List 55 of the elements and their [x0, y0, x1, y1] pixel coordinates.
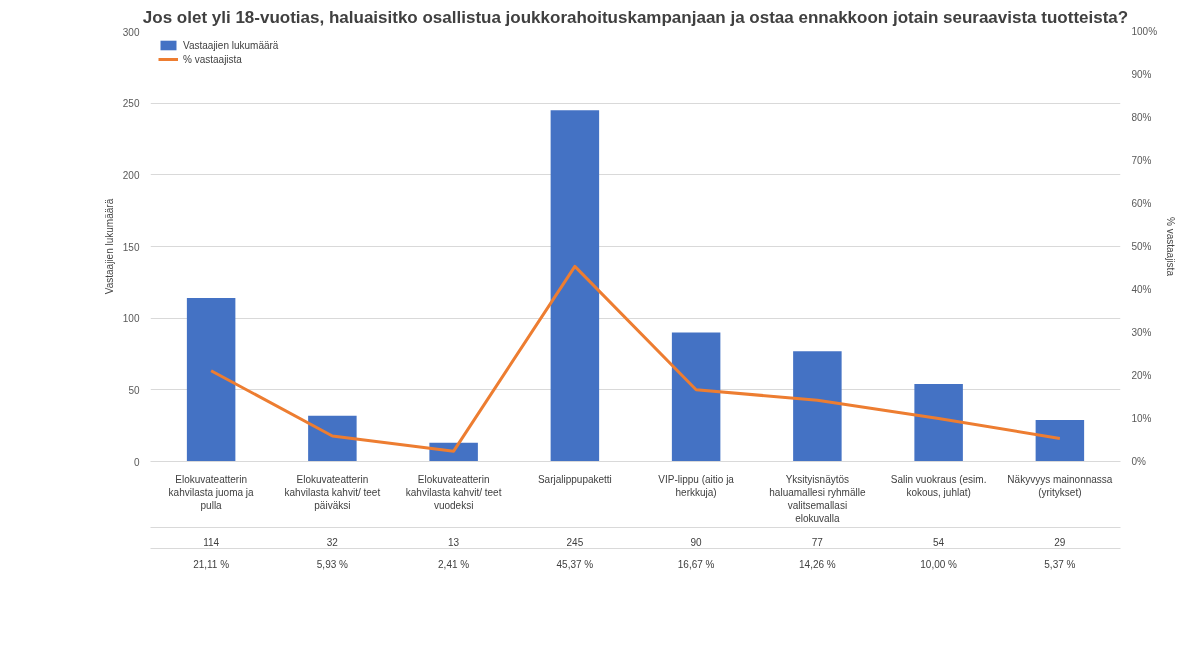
chart-title: Jos olet yli 18-vuotias, haluaisitko osallistua joukkorahoituskampanjaan ja ostaa ennakkoon jotain seuraavista tuotteista?	[142, 7, 1129, 27]
data-label: 90	[690, 536, 703, 548]
x-tick-label: VIP-lippu (aitio ja herkkuja)	[658, 473, 735, 498]
data-label: 16,67 %	[677, 558, 715, 570]
y-axis-title: Vastaajien lukumäärä	[103, 198, 115, 295]
data-label: 77	[811, 536, 824, 548]
y-tick-label: 150	[122, 241, 140, 253]
y2-tick-label: 20%	[1131, 370, 1152, 381]
data-label: 5,37 %	[1044, 558, 1076, 570]
data-label: 245	[566, 536, 584, 548]
bar	[1035, 419, 1085, 462]
y-tick-label: 50	[128, 384, 140, 396]
data-label: 2,41 %	[438, 558, 470, 570]
x-tick-label: Sarjalippupaketti	[537, 473, 612, 485]
y2-tick-label: 100%	[1131, 26, 1158, 37]
bar	[671, 332, 721, 462]
y-tick-label: 300	[122, 26, 140, 38]
data-label: 29	[1054, 536, 1066, 548]
x-tick-label: Elokuvateatterin kahvilasta kahvit/ teet päiväksi	[284, 473, 381, 511]
bar	[793, 351, 842, 462]
data-label: 10,00 %	[920, 558, 958, 570]
x-tick-label: Elokuvateatterin kahvilasta juoma ja pulla	[168, 473, 255, 511]
data-label: 54	[933, 536, 945, 548]
data-label: 114	[203, 536, 220, 548]
data-label: 13	[448, 536, 460, 548]
y2-tick-label: 80%	[1131, 112, 1152, 123]
bar	[308, 415, 357, 462]
data-label: 14,26 %	[799, 558, 836, 570]
y2-tick-label: 0%	[1131, 456, 1147, 467]
x-tick-label: Elokuvateatterin kahvilasta kahvit/ teet vuodeksi	[405, 473, 502, 511]
data-label: 5,93 %	[316, 558, 349, 570]
y2-tick-label: 10%	[1131, 413, 1152, 424]
x-tick-label: Näkyvyys mainonnassa (yritykset)	[1007, 473, 1113, 498]
y2-tick-label: 70%	[1131, 155, 1152, 166]
legend-label: % vastaajista	[183, 53, 242, 65]
y-tick-label: 100	[122, 313, 140, 325]
y2-tick-label: 30%	[1131, 327, 1152, 338]
line-series	[209, 264, 1062, 453]
y2-tick-label: 60%	[1131, 198, 1152, 209]
bar	[914, 384, 963, 462]
y2-axis-title: % vastaajista	[1165, 217, 1177, 277]
y2-tick-label: 40%	[1131, 284, 1152, 295]
x-tick-label: Yksityisnäytös haluamallesi ryhmälle valitsemallasi elokuvalla	[769, 473, 866, 525]
y2-tick-label: 90%	[1131, 69, 1152, 80]
data-label: 21,11 %	[193, 558, 230, 570]
y2-tick-label: 50%	[1131, 241, 1152, 252]
data-label: 32	[326, 536, 339, 548]
y-tick-label: 0	[133, 456, 140, 468]
data-label: 45,37 %	[556, 558, 594, 570]
y-tick-label: 200	[122, 169, 140, 181]
y-tick-label: 250	[122, 98, 140, 110]
legend-label: Vastaajien lukumäärä	[183, 39, 279, 51]
bar	[550, 110, 600, 462]
x-tick-label: Salin vuokraus (esim. kokous, juhlat)	[890, 473, 987, 498]
bar	[186, 298, 236, 462]
